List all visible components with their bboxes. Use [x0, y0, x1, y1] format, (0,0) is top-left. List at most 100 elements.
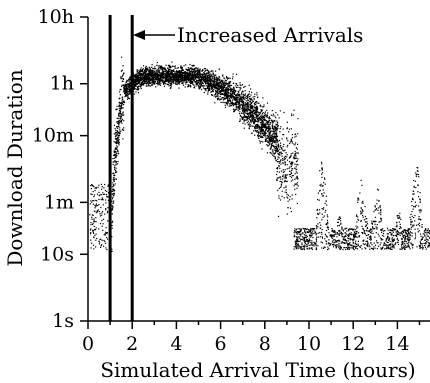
data-point: [162, 71, 164, 73]
data-point: [158, 76, 160, 78]
data-point: [92, 200, 94, 202]
data-point: [124, 84, 126, 87]
data-point: [290, 153, 292, 155]
data-point: [140, 83, 143, 85]
data-point: [262, 112, 264, 114]
data-point: [250, 120, 252, 122]
data-point: [274, 146, 277, 148]
data-point: [198, 70, 201, 72]
data-point: [220, 84, 222, 86]
data-point: [199, 78, 201, 80]
data-point: [120, 70, 122, 72]
data-point: [118, 125, 120, 128]
data-point: [261, 132, 263, 134]
data-point: [262, 121, 264, 123]
data-point: [230, 104, 232, 107]
data-point: [200, 83, 202, 85]
data-point: [100, 245, 102, 247]
data-point: [93, 219, 95, 221]
data-point: [219, 99, 221, 101]
data-point: [336, 240, 338, 242]
data-point: [280, 170, 283, 172]
data-point: [145, 65, 147, 68]
data-point: [219, 84, 221, 86]
data-point: [111, 250, 113, 252]
data-point: [121, 75, 123, 78]
data-point: [142, 82, 145, 84]
data-point: [185, 76, 187, 78]
data-point: [251, 132, 253, 134]
data-point: [188, 69, 191, 71]
data-point: [276, 148, 278, 150]
data-point: [170, 84, 172, 86]
data-point: [210, 71, 212, 73]
data-point: [213, 85, 215, 87]
data-point: [219, 86, 221, 88]
data-point: [199, 85, 201, 87]
data-point: [215, 78, 217, 80]
data-point: [275, 123, 277, 125]
data-point: [152, 74, 154, 77]
data-point: [105, 232, 107, 234]
data-point: [248, 91, 250, 93]
data-point: [222, 83, 224, 85]
data-point: [250, 106, 252, 108]
data-point: [184, 74, 187, 76]
data-point: [360, 245, 362, 247]
data-point: [239, 114, 241, 116]
data-point: [247, 116, 249, 118]
data-point: [182, 76, 184, 78]
data-point: [276, 179, 278, 181]
data-point: [210, 77, 212, 79]
data-point: [289, 173, 292, 175]
data-point: [240, 97, 242, 99]
data-point: [142, 72, 144, 75]
data-point: [169, 80, 171, 82]
data-point: [269, 129, 271, 131]
data-point: [133, 74, 135, 76]
data-point: [263, 132, 265, 134]
data-point: [214, 80, 216, 82]
data-point: [189, 81, 191, 83]
data-point: [218, 86, 220, 88]
data-point: [218, 82, 220, 84]
data-point: [250, 104, 252, 106]
data-point: [363, 243, 365, 246]
data-point: [241, 100, 243, 102]
data-point: [233, 93, 235, 95]
data-point: [226, 89, 228, 91]
data-point: [223, 94, 225, 97]
data-point: [143, 71, 145, 73]
data-point: [134, 88, 136, 90]
data-point: [181, 68, 183, 70]
data-point: [102, 218, 105, 220]
data-point: [177, 70, 180, 72]
data-point: [254, 127, 257, 129]
data-point: [275, 159, 277, 161]
data-point: [257, 121, 259, 123]
data-point: [256, 126, 258, 128]
data-point: [202, 82, 204, 85]
data-point: [128, 86, 130, 88]
data-point: [122, 98, 124, 100]
data-point: [391, 237, 393, 239]
data-point: [95, 233, 97, 235]
data-point: [113, 124, 115, 126]
data-point: [160, 76, 162, 78]
data-point: [283, 159, 285, 161]
data-point: [268, 131, 270, 134]
data-point: [213, 77, 216, 79]
data-point: [270, 153, 272, 155]
data-point: [259, 105, 261, 107]
data-point: [191, 67, 193, 69]
data-point: [185, 82, 188, 84]
data-point: [171, 71, 173, 73]
data-point: [217, 82, 219, 84]
data-point: [209, 77, 211, 79]
data-point: [351, 245, 353, 247]
data-point: [245, 97, 247, 99]
data-point: [116, 108, 118, 110]
data-point: [154, 78, 156, 80]
data-point: [90, 222, 92, 224]
data-point: [93, 186, 95, 188]
